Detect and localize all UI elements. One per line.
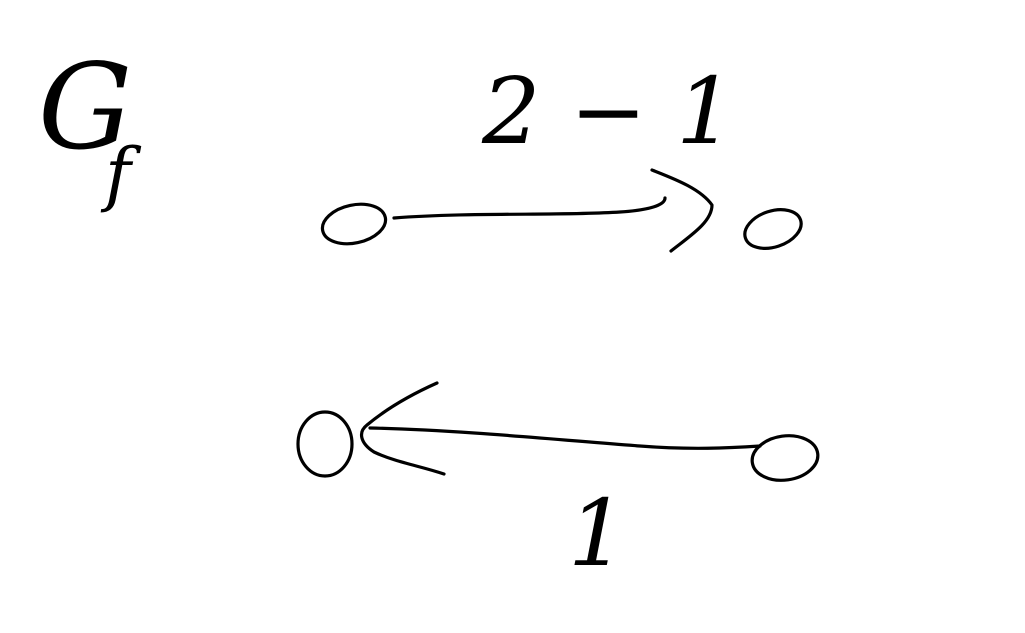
graph-label: G f (38, 38, 142, 215)
edge-bottom-weight-label: 1 (568, 480, 627, 587)
node-a (320, 202, 388, 246)
node-b (743, 208, 803, 250)
node-d (750, 434, 820, 482)
graph-label-main: G (38, 38, 132, 176)
edge-top-weight-label: 2 − 1 (481, 58, 735, 165)
edge-bottom: 1 (296, 381, 820, 587)
edge-top: 2 − 1 (320, 58, 803, 253)
edge-top-arrowhead (650, 168, 714, 253)
node-c (296, 410, 354, 478)
graph-label-subscript: f (100, 133, 142, 215)
edge-top-line (392, 196, 667, 220)
edge-bottom-arrowhead (359, 381, 446, 476)
edge-bottom-line (368, 426, 762, 450)
